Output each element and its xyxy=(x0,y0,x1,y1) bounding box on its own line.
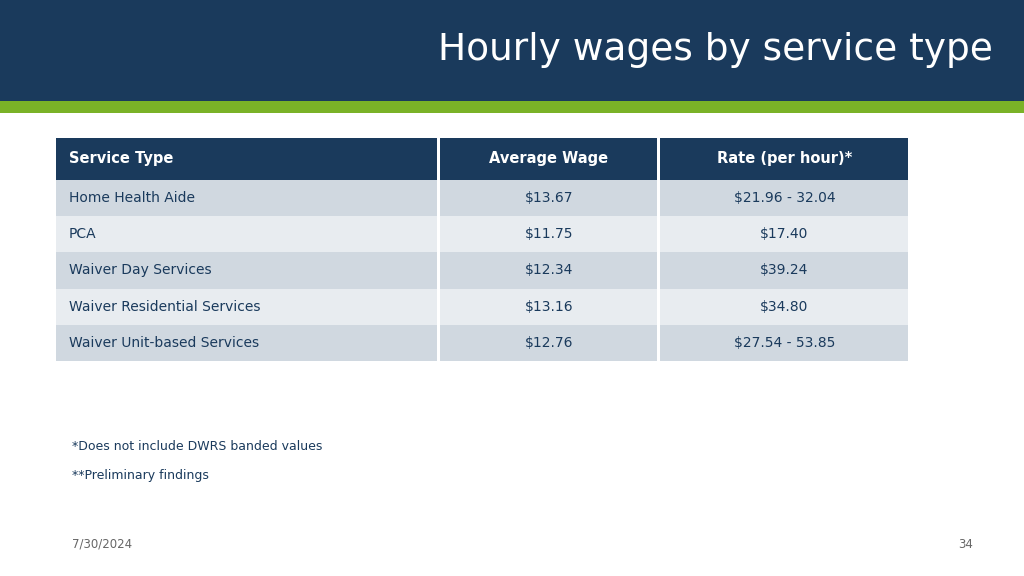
Text: Hourly wages by service type: Hourly wages by service type xyxy=(438,32,993,69)
Text: *Does not include DWRS banded values: *Does not include DWRS banded values xyxy=(72,440,323,453)
Text: Rate (per hour)*: Rate (per hour)* xyxy=(717,151,852,166)
FancyBboxPatch shape xyxy=(660,216,908,252)
FancyBboxPatch shape xyxy=(56,252,437,289)
FancyBboxPatch shape xyxy=(56,138,437,180)
FancyBboxPatch shape xyxy=(660,252,908,289)
FancyBboxPatch shape xyxy=(660,180,908,216)
FancyBboxPatch shape xyxy=(660,325,908,361)
Text: $12.76: $12.76 xyxy=(524,336,573,350)
Text: $17.40: $17.40 xyxy=(760,227,809,241)
Text: $27.54 - 53.85: $27.54 - 53.85 xyxy=(734,336,835,350)
FancyBboxPatch shape xyxy=(660,289,908,325)
FancyBboxPatch shape xyxy=(56,180,437,216)
FancyBboxPatch shape xyxy=(56,289,437,325)
FancyBboxPatch shape xyxy=(0,0,1024,101)
Text: Waiver Day Services: Waiver Day Services xyxy=(69,263,211,278)
FancyBboxPatch shape xyxy=(440,180,657,216)
Text: $13.16: $13.16 xyxy=(524,300,573,314)
FancyBboxPatch shape xyxy=(56,325,437,361)
Text: $12.34: $12.34 xyxy=(524,263,573,278)
Text: Waiver Unit-based Services: Waiver Unit-based Services xyxy=(69,336,259,350)
Text: $34.80: $34.80 xyxy=(760,300,809,314)
Text: $11.75: $11.75 xyxy=(524,227,573,241)
FancyBboxPatch shape xyxy=(660,138,908,180)
FancyBboxPatch shape xyxy=(440,216,657,252)
Text: Average Wage: Average Wage xyxy=(489,151,608,166)
Text: 34: 34 xyxy=(957,538,973,551)
FancyBboxPatch shape xyxy=(440,138,657,180)
Text: $39.24: $39.24 xyxy=(760,263,809,278)
FancyBboxPatch shape xyxy=(440,325,657,361)
Text: Service Type: Service Type xyxy=(69,151,173,166)
FancyBboxPatch shape xyxy=(440,289,657,325)
Text: $13.67: $13.67 xyxy=(524,191,573,205)
Text: 7/30/2024: 7/30/2024 xyxy=(72,538,132,551)
Text: PCA: PCA xyxy=(69,227,96,241)
Text: Home Health Aide: Home Health Aide xyxy=(69,191,195,205)
FancyBboxPatch shape xyxy=(56,216,437,252)
Text: **Preliminary findings: **Preliminary findings xyxy=(72,469,209,482)
FancyBboxPatch shape xyxy=(0,101,1024,113)
Text: Waiver Residential Services: Waiver Residential Services xyxy=(69,300,260,314)
FancyBboxPatch shape xyxy=(440,252,657,289)
Text: $21.96 - 32.04: $21.96 - 32.04 xyxy=(733,191,836,205)
